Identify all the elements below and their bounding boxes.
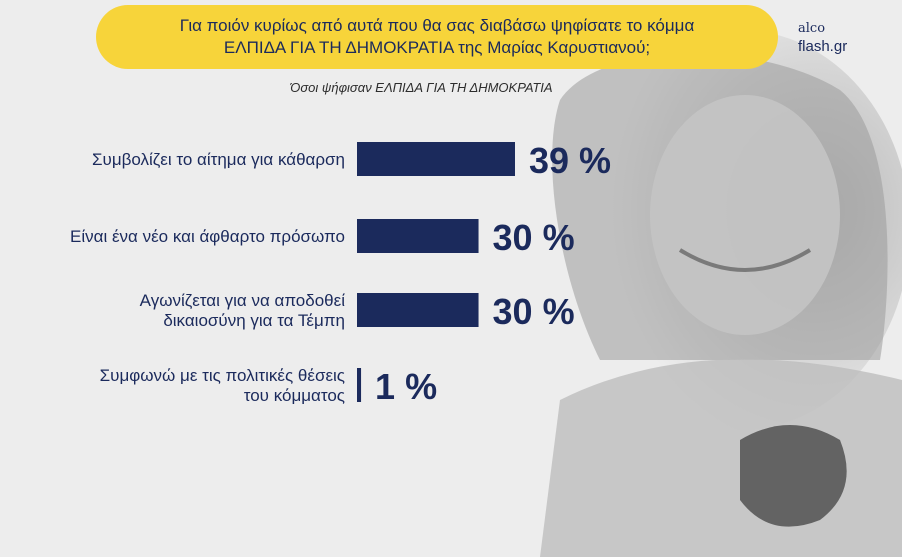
category-label-1-0: Είναι ένα νέο και άφθαρτο πρόσωπο [70,227,345,246]
category-label-3-0: Συμφωνώ με τις πολιτικές θέσεις [100,366,345,385]
value-label-2: 30 % [493,291,575,332]
question-banner: Για ποιόν κυρίως από αυτά που θα σας δια… [96,5,778,69]
logo-line-2: flash.gr [798,38,848,55]
value-label-0: 39 % [529,140,611,181]
question-line-2: ΕΛΠΙΔΑ ΓΙΑ ΤΗ ΔΗΜΟΚΡΑΤΙΑ της Μαρίας Καρυ… [223,38,651,57]
category-label-2-0: Αγωνίζεται για να αποδοθεί [140,291,346,310]
bar-3 [357,368,362,402]
category-label-2-1: δικαιοσύνη για τα Τέμπη [163,311,345,330]
bar-1 [357,219,479,253]
question-line-1: Για ποιόν κυρίως από αυτά που θα σας δια… [179,16,695,35]
category-label-0-0: Συμβολίζει το αίτημα για κάθαρση [92,150,345,169]
logo-line-1: alco [798,21,826,36]
bar-2 [357,293,479,327]
alco-flash-logo: alco flash.gr [798,20,878,56]
value-label-3: 1 % [375,366,437,407]
category-label-3-1: του κόμματος [244,386,345,405]
value-label-1: 30 % [493,217,575,258]
chart-subtitle: Όσοι ψήφισαν ΕΛΠΙΔΑ ΓΙΑ ΤΗ ΔΗΜΟΚΡΑΤΙΑ [290,80,553,95]
bar-0 [357,142,515,176]
